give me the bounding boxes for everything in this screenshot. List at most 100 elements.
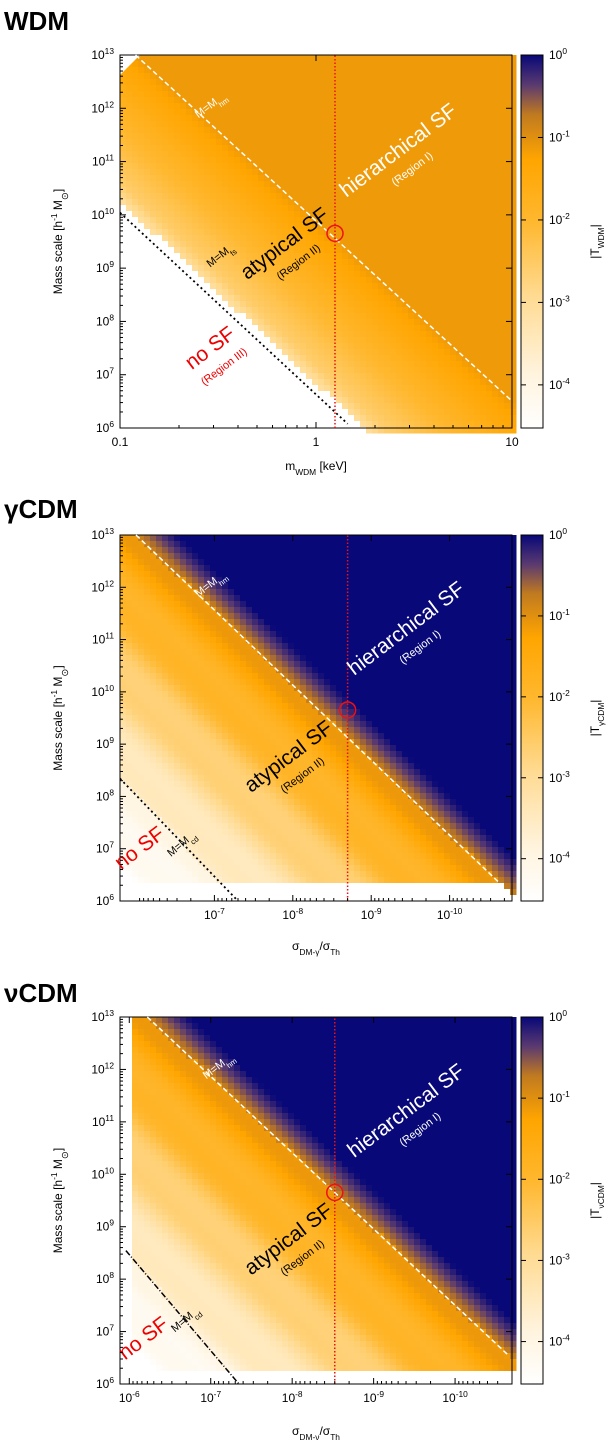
heat-cell: [408, 397, 415, 404]
heat-cell: [300, 229, 307, 236]
heat-cell: [504, 277, 511, 284]
heat-cell: [474, 181, 481, 188]
heat-cell: [150, 223, 157, 230]
heat-cell: [486, 103, 493, 110]
heat-cell: [474, 85, 481, 92]
heat-cell: [282, 73, 289, 80]
heat-cell: [288, 295, 295, 302]
heat-cell: [264, 229, 271, 236]
heat-cell: [210, 409, 217, 416]
heat-cell: [444, 301, 451, 308]
heat-cell: [450, 307, 457, 314]
heat-cell: [474, 187, 481, 194]
heat-cell: [138, 253, 145, 260]
heat-cell: [318, 139, 325, 146]
heat-cell: [156, 247, 163, 254]
heat-cell: [468, 355, 475, 362]
heat-cell: [126, 73, 133, 80]
heat-cell: [258, 121, 265, 128]
heat-cell: [444, 289, 451, 296]
heat-cell: [348, 355, 355, 362]
heat-cell: [384, 163, 391, 170]
heat-cell: [216, 409, 223, 416]
heat-cell: [234, 205, 241, 212]
heat-cell: [222, 169, 229, 176]
heat-cell: [120, 157, 127, 164]
heat-cell: [360, 271, 367, 278]
heat-cell: [324, 73, 331, 80]
heat-cell: [474, 307, 481, 314]
heat-cell: [504, 205, 511, 212]
heat-cell: [330, 163, 337, 170]
y-tick-label: 106: [96, 419, 114, 435]
heat-cell: [162, 733, 169, 740]
heat-cell: [258, 145, 265, 152]
heat-cell: [402, 127, 409, 134]
heat-cell: [324, 139, 331, 146]
heat-cell: [300, 265, 307, 272]
heat-cell: [168, 613, 175, 620]
heat-cell: [432, 55, 439, 62]
heat-cell: [192, 373, 199, 380]
heat-cell: [120, 865, 127, 872]
heat-cell: [156, 745, 163, 752]
heat-cell: [258, 271, 265, 278]
heat-cell: [378, 187, 385, 194]
heat-cell: [270, 289, 277, 296]
heat-cell: [264, 403, 271, 410]
heat-cell: [480, 151, 487, 158]
heat-cell: [330, 187, 337, 194]
heat-cell: [180, 637, 187, 644]
heat-cell: [342, 55, 349, 62]
heat-cell: [468, 295, 475, 302]
heat-cell: [384, 85, 391, 92]
heat-cell: [156, 193, 163, 200]
heat-cell: [468, 127, 475, 134]
x-tick-label: 0.1: [112, 435, 129, 449]
heat-cell: [414, 55, 421, 62]
heat-cell: [294, 295, 301, 302]
heat-cell: [426, 109, 433, 116]
heat-cell: [138, 787, 145, 794]
heat-cell: [126, 421, 133, 428]
heat-cell: [504, 217, 511, 224]
heat-cell: [408, 391, 415, 398]
heat-cell: [120, 607, 127, 614]
heat-cell: [156, 121, 163, 128]
heat-cell: [318, 313, 325, 320]
heat-cell: [276, 181, 283, 188]
heat-cell: [174, 601, 181, 608]
heat-cell: [282, 337, 289, 344]
heat-cell: [252, 421, 259, 428]
heat-cell: [396, 79, 403, 86]
heat-cell: [408, 145, 415, 152]
heat-cell: [144, 139, 151, 146]
heat-cell: [192, 427, 199, 434]
heat-cell: [132, 319, 139, 326]
heat-cell: [342, 289, 349, 296]
heat-cell: [348, 331, 355, 338]
heat-cell: [504, 175, 511, 182]
heat-cell: [144, 817, 151, 824]
heat-cell: [138, 673, 145, 680]
heat-cell: [492, 145, 499, 152]
heat-cell: [402, 91, 409, 98]
heat-cell: [144, 727, 151, 734]
heat-cell: [306, 295, 313, 302]
heat-cell: [138, 751, 145, 758]
heat-cell: [168, 265, 175, 272]
heat-cell: [468, 145, 475, 152]
heat-cell: [156, 805, 163, 812]
heat-cell: [156, 385, 163, 392]
heat-cell: [480, 157, 487, 164]
heat-cell: [240, 367, 247, 374]
heat-cell: [312, 247, 319, 254]
heat-cell: [144, 109, 151, 116]
heat-cell: [144, 625, 151, 632]
heat-cell: [162, 547, 169, 554]
heat-cell: [432, 277, 439, 284]
heat-cell: [426, 307, 433, 314]
heat-cell: [462, 319, 469, 326]
heat-cell: [210, 133, 217, 140]
heat-cell: [360, 355, 367, 362]
